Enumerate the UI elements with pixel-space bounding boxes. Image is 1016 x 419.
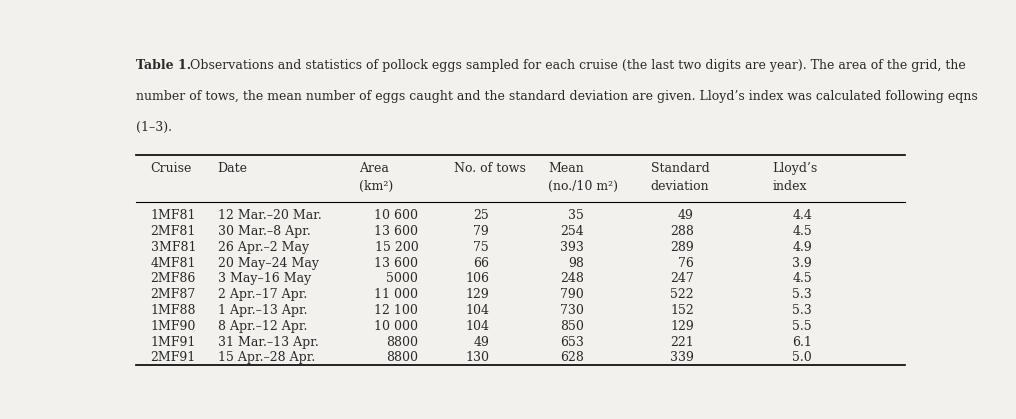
Text: 248: 248 — [560, 272, 583, 285]
Text: 20 May–24 May: 20 May–24 May — [217, 256, 319, 269]
Text: 26 Apr.–2 May: 26 Apr.–2 May — [217, 241, 309, 254]
Text: 98: 98 — [568, 256, 583, 269]
Text: 49: 49 — [678, 209, 694, 222]
Text: 790: 790 — [560, 288, 583, 301]
Text: 1MF90: 1MF90 — [150, 320, 196, 333]
Text: number of tows, the mean number of eggs caught and the standard deviation are gi: number of tows, the mean number of eggs … — [136, 90, 978, 103]
Text: 289: 289 — [671, 241, 694, 254]
Text: 247: 247 — [671, 272, 694, 285]
Text: 2 Apr.–17 Apr.: 2 Apr.–17 Apr. — [217, 288, 307, 301]
Text: Table 1.: Table 1. — [136, 59, 192, 72]
Text: 75: 75 — [473, 241, 490, 254]
Text: 11 000: 11 000 — [374, 288, 419, 301]
Text: 522: 522 — [671, 288, 694, 301]
Text: 25: 25 — [473, 209, 490, 222]
Text: Mean
(no./10 m²): Mean (no./10 m²) — [549, 162, 619, 193]
Text: 129: 129 — [465, 288, 490, 301]
Text: Area
(km²): Area (km²) — [360, 162, 393, 193]
Text: 4.4: 4.4 — [792, 209, 812, 222]
Text: 31 Mar.–13 Apr.: 31 Mar.–13 Apr. — [217, 336, 318, 349]
Text: 4.5: 4.5 — [792, 272, 812, 285]
Text: 288: 288 — [671, 225, 694, 238]
Text: 12 Mar.–20 Mar.: 12 Mar.–20 Mar. — [217, 209, 321, 222]
Text: 13 600: 13 600 — [374, 256, 419, 269]
Text: 4.5: 4.5 — [792, 225, 812, 238]
Text: (1–3).: (1–3). — [136, 121, 173, 134]
Text: Observations and statistics of pollock eggs sampled for each cruise (the last tw: Observations and statistics of pollock e… — [182, 59, 966, 72]
Text: 393: 393 — [560, 241, 583, 254]
Text: 1 Apr.–13 Apr.: 1 Apr.–13 Apr. — [217, 304, 307, 317]
Text: Date: Date — [217, 162, 248, 175]
Text: 10 600: 10 600 — [374, 209, 419, 222]
Text: 10 000: 10 000 — [374, 320, 419, 333]
Text: 730: 730 — [560, 304, 583, 317]
Text: 254: 254 — [560, 225, 583, 238]
Text: 4MF81: 4MF81 — [150, 256, 196, 269]
Text: 3MF81: 3MF81 — [150, 241, 196, 254]
Text: 66: 66 — [473, 256, 490, 269]
Text: 1MF88: 1MF88 — [150, 304, 196, 317]
Text: 2MF87: 2MF87 — [150, 288, 196, 301]
Text: 76: 76 — [678, 256, 694, 269]
Text: 221: 221 — [671, 336, 694, 349]
Text: Lloyd’s
index: Lloyd’s index — [772, 162, 818, 193]
Text: 152: 152 — [671, 304, 694, 317]
Text: 850: 850 — [560, 320, 583, 333]
Text: 5.3: 5.3 — [792, 304, 812, 317]
Text: Standard
deviation: Standard deviation — [650, 162, 709, 193]
Text: 1MF91: 1MF91 — [150, 336, 196, 349]
Text: No. of tows: No. of tows — [454, 162, 525, 175]
Text: 12 100: 12 100 — [375, 304, 419, 317]
Text: 79: 79 — [473, 225, 490, 238]
Text: 5.0: 5.0 — [792, 352, 812, 365]
Text: 106: 106 — [465, 272, 490, 285]
Text: 35: 35 — [568, 209, 583, 222]
Text: 8 Apr.–12 Apr.: 8 Apr.–12 Apr. — [217, 320, 307, 333]
Text: 104: 104 — [465, 304, 490, 317]
Text: 1MF81: 1MF81 — [150, 209, 196, 222]
Text: 129: 129 — [671, 320, 694, 333]
Text: 6.1: 6.1 — [792, 336, 812, 349]
Text: 15 Apr.–28 Apr.: 15 Apr.–28 Apr. — [217, 352, 315, 365]
Text: 30 Mar.–8 Apr.: 30 Mar.–8 Apr. — [217, 225, 310, 238]
Text: 2MF91: 2MF91 — [150, 352, 196, 365]
Text: 8800: 8800 — [386, 352, 419, 365]
Text: 2MF86: 2MF86 — [150, 272, 196, 285]
Text: Cruise: Cruise — [150, 162, 192, 175]
Text: 5.3: 5.3 — [792, 288, 812, 301]
Text: 5.5: 5.5 — [792, 320, 812, 333]
Text: 5000: 5000 — [386, 272, 419, 285]
Text: 130: 130 — [465, 352, 490, 365]
Text: 104: 104 — [465, 320, 490, 333]
Text: 628: 628 — [560, 352, 583, 365]
Text: 4.9: 4.9 — [792, 241, 812, 254]
Text: 3 May–16 May: 3 May–16 May — [217, 272, 311, 285]
Text: 49: 49 — [473, 336, 490, 349]
Text: 339: 339 — [671, 352, 694, 365]
Text: 13 600: 13 600 — [374, 225, 419, 238]
Text: 2MF81: 2MF81 — [150, 225, 196, 238]
Text: 3.9: 3.9 — [792, 256, 812, 269]
Text: 653: 653 — [560, 336, 583, 349]
Text: 8800: 8800 — [386, 336, 419, 349]
Text: 15 200: 15 200 — [375, 241, 419, 254]
